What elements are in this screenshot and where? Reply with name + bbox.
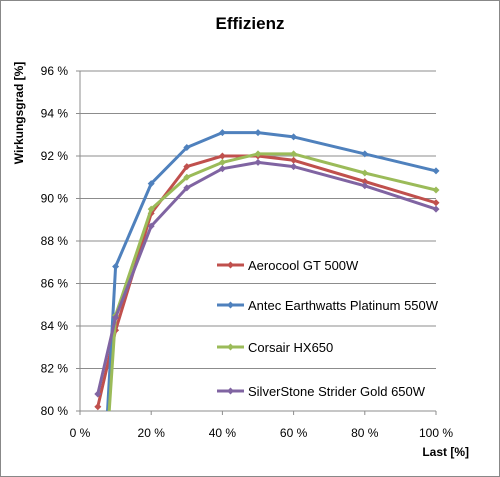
- y-tick-label: 94 %: [41, 107, 69, 121]
- data-point: [290, 156, 298, 164]
- y-tick-label: 80 %: [41, 404, 69, 418]
- data-point: [218, 152, 226, 160]
- y-axis-label: Wirkungsgrad [%]: [12, 62, 26, 165]
- legend-marker: [227, 261, 234, 269]
- legend: Aerocool GT 500W Antec Earthwatts Platinu…: [217, 258, 439, 399]
- data-point: [432, 167, 440, 175]
- data-point: [290, 163, 298, 171]
- axes: 80 % 82 % 84 % 86 % 88 % 90 % 92 % 94 % 96 % 0 % 2…: [41, 64, 454, 440]
- data-point: [218, 129, 226, 137]
- x-tick-label: 20 %: [138, 426, 166, 440]
- data-point: [361, 150, 369, 158]
- y-tick-label: 90 %: [41, 192, 69, 206]
- data-point: [112, 314, 120, 321]
- data-point: [361, 169, 369, 177]
- data-point: [112, 263, 120, 270]
- x-tick-label: 80 %: [351, 426, 379, 440]
- chart-title: Effizienz: [216, 14, 285, 33]
- data-point: [103, 422, 110, 429]
- y-tick-label: 86 %: [41, 277, 69, 291]
- data-point: [147, 205, 155, 213]
- data-point: [94, 403, 102, 411]
- legend-label: SilverStone Strider Gold 650W: [248, 384, 426, 399]
- series-lines: [94, 129, 440, 429]
- data-point: [290, 133, 298, 141]
- data-point: [254, 158, 262, 166]
- data-point: [218, 158, 226, 166]
- data-point: [361, 178, 369, 185]
- data-point: [432, 186, 440, 194]
- x-axis-label: Last [%]: [422, 445, 469, 459]
- y-tick-label: 88 %: [41, 234, 69, 248]
- data-point: [254, 129, 262, 137]
- data-point: [147, 180, 155, 188]
- series-line-2: [106, 131, 437, 411]
- y-tick-label: 96 %: [41, 64, 69, 78]
- x-tick-label: 100 %: [419, 426, 453, 440]
- x-tick-label: 40 %: [209, 426, 237, 440]
- series-line-4: [96, 160, 437, 395]
- data-point: [183, 173, 191, 181]
- legend-label: Corsair HX650: [248, 340, 333, 355]
- y-tick-label: 84 %: [41, 319, 69, 333]
- data-point: [183, 184, 191, 192]
- data-point: [105, 418, 112, 425]
- legend-marker: [227, 387, 234, 395]
- data-point: [361, 182, 369, 190]
- legend-label: Aerocool GT 500W: [248, 258, 359, 273]
- legend-marker: [227, 343, 234, 351]
- gridlines: [80, 70, 436, 369]
- legend-label: Antec Earthwatts Platinum 550W: [248, 298, 439, 313]
- data-point: [218, 165, 226, 173]
- data-point: [94, 390, 102, 398]
- data-point: [147, 222, 155, 230]
- x-tick-label: 60 %: [280, 426, 308, 440]
- data-point: [254, 150, 262, 158]
- data-point: [183, 144, 191, 151]
- y-tick-label: 82 %: [41, 362, 69, 376]
- data-point: [183, 163, 191, 171]
- legend-marker: [227, 301, 234, 309]
- y-tick-label: 92 %: [41, 149, 69, 163]
- data-point: [290, 150, 298, 158]
- data-point: [432, 199, 440, 207]
- x-tick-label: 0 %: [70, 426, 91, 440]
- data-point: [432, 205, 440, 213]
